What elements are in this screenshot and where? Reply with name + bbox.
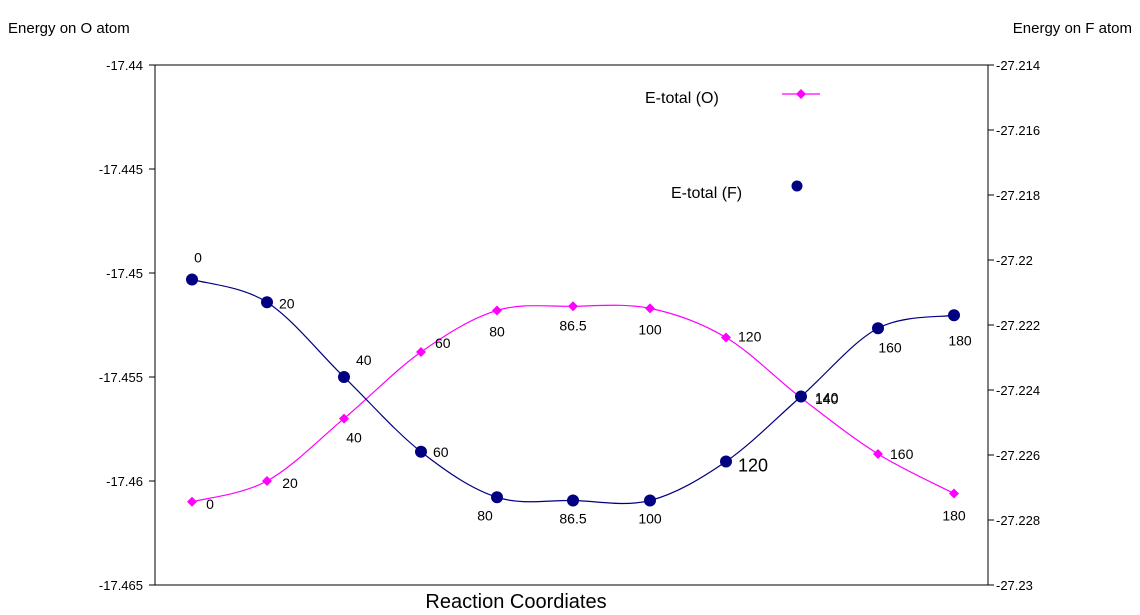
- data-label: 0: [206, 496, 214, 512]
- data-label: 86.5: [559, 317, 586, 333]
- data-point: [873, 448, 883, 459]
- data-label: 80: [489, 323, 505, 339]
- data-label: 86.5: [559, 511, 586, 527]
- data-label: 40: [356, 352, 372, 368]
- legend-entry-o: E-total (O): [645, 89, 820, 107]
- data-point: [492, 305, 502, 316]
- right-tick-label: -27.228: [996, 513, 1040, 528]
- data-point: [872, 322, 884, 335]
- data-point: [948, 309, 960, 322]
- data-point: [644, 494, 656, 507]
- data-label: 120: [738, 456, 768, 476]
- right-tick-label: -27.22: [996, 253, 1033, 268]
- data-point: [338, 371, 350, 383]
- data-label: 180: [948, 332, 972, 348]
- data-labels: 0 20 40 60 80 86.5 100 120 140 160 180 0 20 40 60 80 86.…: [194, 250, 972, 527]
- right-tick-label: -27.214: [996, 58, 1040, 73]
- data-point: [262, 476, 272, 486]
- legend-marker: [791, 180, 803, 192]
- right-tick-label: -27.222: [996, 318, 1040, 333]
- left-tick-label: -17.46: [106, 474, 143, 489]
- data-point: [795, 390, 807, 403]
- data-label: 20: [282, 475, 298, 491]
- data-point: [645, 303, 655, 314]
- legend-label: E-total (O): [645, 90, 719, 107]
- y-axis-title-right: Energy on F atom: [1013, 20, 1132, 37]
- data-point: [339, 413, 349, 424]
- data-point: [949, 488, 959, 499]
- data-point: [568, 301, 578, 312]
- legend-label: E-total (F): [671, 185, 742, 202]
- series-e-total-o: [187, 301, 959, 507]
- right-tick-label: -27.218: [996, 188, 1040, 203]
- left-tick-label: -17.455: [99, 370, 143, 385]
- legend-entry-f: E-total (F): [671, 180, 803, 202]
- data-point: [491, 491, 503, 504]
- data-point: [187, 496, 197, 507]
- legend: E-total (O) E-total (F): [645, 89, 820, 202]
- data-label: 40: [346, 430, 362, 446]
- data-label: 60: [433, 444, 449, 460]
- data-point: [261, 296, 273, 309]
- data-point: [567, 494, 579, 507]
- data-point: [186, 273, 198, 286]
- right-tick-label: -27.226: [996, 448, 1040, 463]
- data-label: 80: [477, 507, 493, 523]
- data-label: 20: [279, 295, 295, 311]
- data-point: [416, 347, 426, 358]
- series-layer: [186, 273, 960, 507]
- right-tick-label: -27.216: [996, 123, 1040, 138]
- series-line: [191, 278, 955, 505]
- data-label: 140: [815, 391, 839, 407]
- data-label: 160: [890, 446, 914, 462]
- x-axis-title: Reaction Coordiates: [425, 591, 606, 613]
- legend-marker: [796, 89, 806, 99]
- data-point: [415, 445, 427, 458]
- right-tick-label: -27.224: [996, 383, 1040, 398]
- data-label: 100: [638, 321, 662, 337]
- data-label: 100: [638, 511, 662, 527]
- right-tick-label: -27.23: [996, 578, 1033, 593]
- data-label: 160: [878, 339, 902, 355]
- data-point: [721, 332, 731, 343]
- y-axis-title-left: Energy on O atom: [8, 20, 130, 37]
- left-tick-label: -17.445: [99, 162, 143, 177]
- data-label: 180: [942, 507, 966, 523]
- left-tick-label: -17.465: [99, 578, 143, 593]
- right-axis-ticks: -27.214 -27.216 -27.218 -27.22 -27.222 -27.22…: [988, 58, 1040, 593]
- x-axis-title-word-2: Coordiates: [510, 591, 607, 613]
- x-axis-title-word-1: Reaction: [425, 591, 504, 613]
- series-line: [191, 304, 955, 503]
- data-label: 140: [815, 390, 839, 406]
- left-tick-label: -17.44: [106, 58, 143, 73]
- left-tick-label: -17.45: [106, 266, 143, 281]
- left-axis-ticks: -17.44 -17.445 -17.45 -17.455 -17.46 -17.465: [99, 58, 155, 593]
- data-label: 120: [738, 328, 762, 344]
- data-label: 0: [194, 250, 202, 266]
- series-e-total-f: [186, 273, 960, 507]
- data-label: 60: [435, 335, 451, 351]
- data-point: [720, 455, 732, 468]
